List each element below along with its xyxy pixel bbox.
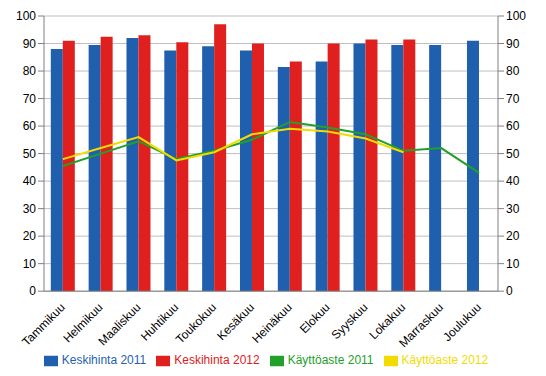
svg-text:Syyskuu: Syyskuu	[329, 300, 371, 342]
svg-text:30: 30	[23, 202, 37, 216]
svg-text:Marraskuu: Marraskuu	[396, 300, 446, 350]
svg-text:Maaliskuu: Maaliskuu	[95, 300, 143, 348]
svg-text:Kesäkuu: Kesäkuu	[214, 300, 257, 344]
svg-text:40: 40	[506, 174, 520, 188]
html-text:Keskihinta 2011: Keskihinta 2011	[61, 353, 147, 368]
svg-text:10: 10	[23, 257, 37, 271]
html-text:Keskihinta 2012: Keskihinta 2012	[174, 353, 260, 368]
svg-text:Huhtikuu: Huhtikuu	[138, 300, 182, 344]
svg-text:80: 80	[506, 64, 520, 78]
svg-text:Elokuu: Elokuu	[297, 300, 333, 336]
svg-text:50: 50	[506, 147, 520, 161]
svg-text:20: 20	[506, 229, 520, 243]
svg-text:Toukokuu: Toukokuu	[173, 300, 219, 346]
svg-text:90: 90	[506, 37, 520, 51]
svg-text:20: 20	[23, 229, 37, 243]
svg-text:0: 0	[506, 284, 513, 298]
svg-text:60: 60	[23, 119, 37, 133]
svg-text:70: 70	[23, 92, 37, 106]
svg-text:70: 70	[506, 92, 520, 106]
svg-text:100: 100	[506, 9, 526, 23]
svg-text:Joulukuu: Joulukuu	[440, 300, 484, 344]
svg-text:50: 50	[23, 147, 37, 161]
svg-text:30: 30	[506, 202, 520, 216]
svg-text:90: 90	[23, 37, 37, 51]
svg-text:Lokakuu: Lokakuu	[366, 300, 409, 343]
svg-text:Tammikuu: Tammikuu	[19, 300, 68, 349]
html-text:Käyttöaste 2011: Käyttöaste 2011	[287, 353, 374, 368]
svg-text:60: 60	[506, 119, 520, 133]
svg-text:40: 40	[23, 174, 37, 188]
svg-text:Helmikuu: Helmikuu	[60, 300, 106, 346]
svg-text:0: 0	[29, 284, 36, 298]
html-text:Käyttöaste 2012: Käyttöaste 2012	[401, 353, 489, 368]
svg-text:10: 10	[506, 257, 520, 271]
svg-text:80: 80	[23, 64, 37, 78]
svg-text:100: 100	[16, 9, 36, 23]
svg-text:Heinäkuu: Heinäkuu	[249, 300, 295, 346]
